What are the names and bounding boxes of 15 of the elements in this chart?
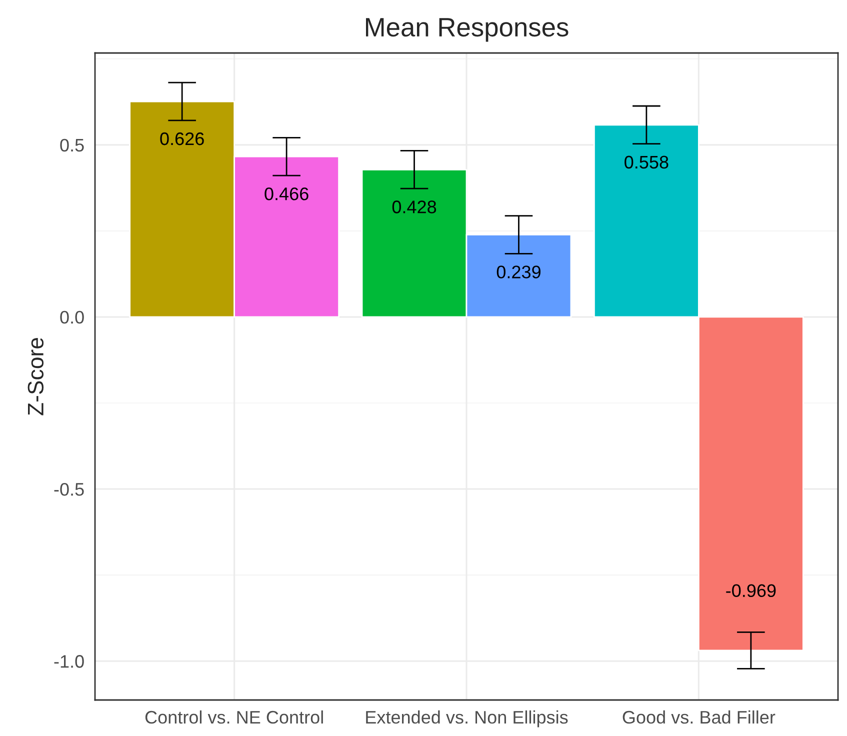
- data-label: 0.239: [496, 266, 540, 278]
- y-tick-label: -1.0: [54, 655, 84, 668]
- y-tick-label: -0.5: [54, 482, 84, 496]
- y-tick-label: 0.0: [60, 310, 84, 324]
- x-tick-label: Extended vs. Non Ellipsis: [366, 710, 568, 728]
- chart-title: Mean Responses: [366, 18, 568, 42]
- y-tick-label: 0.5: [60, 138, 84, 152]
- data-label: 0.428: [392, 200, 436, 214]
- y-axis-title: Z-Score: [28, 338, 44, 416]
- data-label: 0.466: [264, 187, 308, 200]
- data-label: 0.626: [160, 132, 204, 146]
- data-label: -0.969: [726, 584, 776, 598]
- x-tick-label: Control vs. NE Control: [145, 710, 323, 724]
- data-label: 0.558: [624, 156, 668, 169]
- x-tick-label: Good vs. Bad Filler: [622, 710, 776, 724]
